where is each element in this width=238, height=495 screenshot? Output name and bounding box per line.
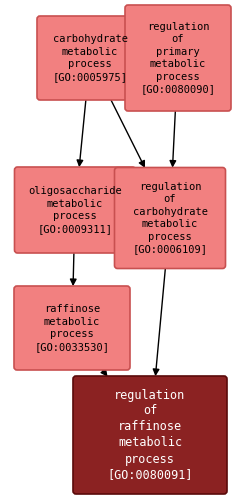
Text: oligosaccharide
metabolic
process
[GO:0009311]: oligosaccharide metabolic process [GO:00… [28,187,122,234]
Text: regulation
of
raffinose
metabolic
process
[GO:0080091]: regulation of raffinose metabolic proces… [107,389,193,482]
Text: carbohydrate
metabolic
process
[GO:0005975]: carbohydrate metabolic process [GO:00059… [53,34,128,82]
Text: regulation
of
primary
metabolic
process
[GO:0080090]: regulation of primary metabolic process … [140,22,215,94]
FancyBboxPatch shape [37,16,143,100]
Text: regulation
of
carbohydrate
metabolic
process
[GO:0006109]: regulation of carbohydrate metabolic pro… [133,182,208,254]
FancyBboxPatch shape [114,167,225,268]
FancyBboxPatch shape [125,5,231,111]
FancyBboxPatch shape [15,167,135,253]
Text: raffinose
metabolic
process
[GO:0033530]: raffinose metabolic process [GO:0033530] [35,304,109,351]
FancyBboxPatch shape [14,286,130,370]
FancyBboxPatch shape [73,376,227,494]
